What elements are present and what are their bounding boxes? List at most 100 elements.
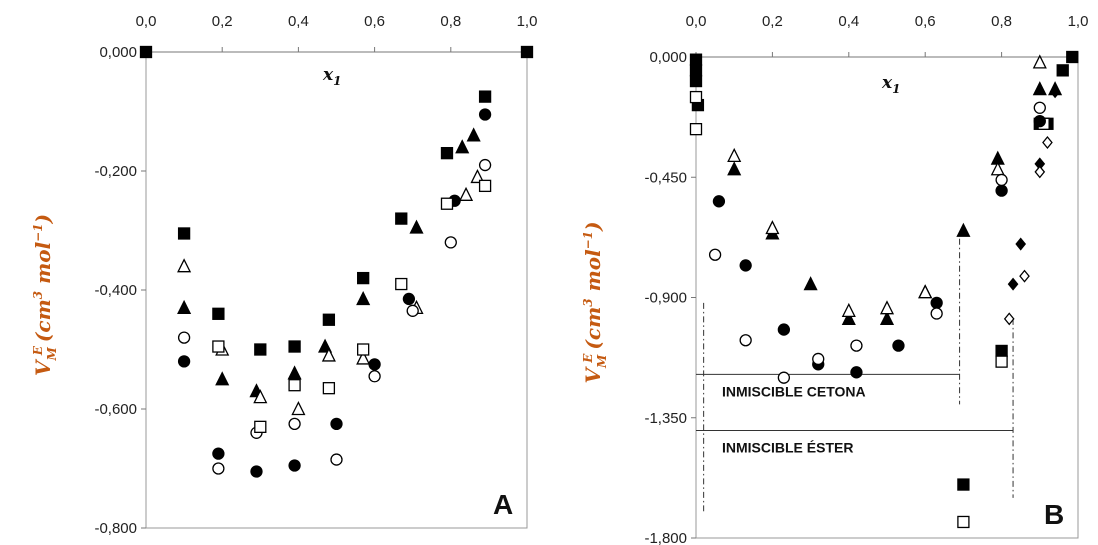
x-axis-label: x1	[881, 73, 901, 96]
chart-a: 0,0 0,2 0,4 0,6 0,8 1,0 0,000 -0,200 -0,400 -0,60…	[31, 13, 537, 537]
y-axis-label: VME (cm3 mol−1)	[31, 214, 59, 376]
data-point-circle-open	[368, 370, 381, 383]
data-point-diamond-filled	[1007, 277, 1019, 291]
data-point-triangle-filled	[287, 365, 302, 380]
annotation-text: INMISCIBLE CETONA	[722, 383, 866, 399]
y-axis-label-part: mol	[581, 249, 605, 298]
x-axis-label-sub: 1	[892, 82, 900, 96]
data-point-square-open	[254, 420, 267, 434]
data-point-square-filled	[1056, 64, 1069, 77]
data-point-circle-filled	[368, 358, 381, 371]
x-tick-label: 0,6	[364, 13, 385, 30]
data-point-circle-open	[995, 173, 1008, 187]
data-point-circle-filled	[212, 447, 225, 460]
data-point-circle-filled	[288, 459, 301, 472]
data-point-circle-filled	[330, 417, 343, 431]
data-point-square-filled	[212, 307, 225, 320]
data-point-circle-open	[406, 304, 419, 317]
data-point-circle-open	[330, 453, 343, 466]
y-axis-label-part: E	[581, 353, 595, 364]
data-point-square-open	[957, 515, 970, 529]
data-point-triangle-filled	[455, 139, 470, 154]
x-axis-label: x1	[322, 65, 342, 88]
data-point-square-open	[322, 382, 336, 395]
y-axis-label-part: M	[595, 354, 609, 369]
data-point-square-filled	[689, 64, 703, 77]
data-point-triangle-open	[291, 401, 306, 416]
annotation-text: INMISCIBLE ÉSTER	[722, 439, 853, 455]
data-point-triangle-filled	[727, 161, 742, 176]
data-point-square-filled	[689, 53, 703, 66]
y-tick-label: 0,000	[99, 44, 137, 61]
data-point-circle-open	[708, 248, 722, 261]
data-point-square-open	[212, 340, 225, 353]
data-point-square-filled	[395, 212, 408, 225]
y-tick-label: -0,600	[94, 401, 137, 418]
data-point-square-filled	[357, 271, 370, 285]
x-tick-label: 0,6	[915, 13, 936, 30]
data-point-circle-open	[288, 417, 301, 431]
data-point-square-filled	[689, 74, 703, 88]
y-axis-label-part: V	[31, 358, 55, 376]
data-point-triangle-filled	[879, 310, 895, 326]
x-tick-label: 0,8	[991, 13, 1012, 30]
y-axis-label-part: V	[581, 366, 605, 384]
data-point-circle-open	[777, 371, 791, 384]
x-tick-label: 0,0	[686, 13, 707, 30]
data-point-diamond-open	[1042, 135, 1053, 150]
y-axis-label-part: −1	[581, 231, 595, 249]
data-point-circle-filled	[850, 366, 863, 379]
y-axis-label-part: )	[31, 214, 55, 224]
data-point-circle-open	[177, 331, 191, 344]
data-point-circle-open	[850, 339, 863, 352]
x-tick-label: 0,2	[212, 13, 233, 30]
data-point-triangle-filled	[1032, 81, 1047, 96]
data-point-square-filled	[995, 344, 1008, 358]
data-point-triangle-filled	[803, 276, 818, 291]
data-point-diamond-open	[1034, 165, 1046, 179]
data-point-triangle-open	[1032, 54, 1047, 69]
data-point-triangle-open	[470, 168, 485, 184]
x-tick-label: 0,8	[440, 13, 461, 30]
data-point-circle-filled	[1033, 114, 1046, 128]
x-tick-label: 0,4	[288, 13, 309, 30]
y-axis-label-part: 3	[31, 291, 45, 299]
data-point-square-open	[440, 197, 454, 210]
data-point-triangle-filled	[318, 338, 333, 353]
y-tick-label: -0,450	[644, 169, 687, 186]
data-point-circle-open	[812, 352, 825, 366]
x-axis-label-main: x	[322, 65, 334, 85]
y-axis-label-part: −1	[31, 223, 45, 241]
x-tick-label: 1,0	[1068, 13, 1089, 30]
data-point-square-open	[357, 343, 370, 356]
data-point-triangle-open	[918, 284, 933, 299]
data-point-triangle-filled	[466, 127, 481, 142]
data-point-circle-filled	[930, 296, 943, 309]
data-point-triangle-open	[841, 302, 856, 318]
data-point-diamond-filled	[1015, 237, 1027, 251]
data-point-circle-filled	[995, 184, 1008, 197]
data-point-triangle-open	[177, 258, 192, 273]
data-point-square-filled	[288, 340, 301, 353]
y-tick-label: -0,800	[94, 520, 137, 537]
data-point-triangle-filled	[409, 219, 424, 234]
y-tick-label: -1,350	[644, 410, 687, 427]
y-tick-label: -0,900	[644, 290, 687, 307]
data-point-triangle-filled	[841, 310, 856, 326]
data-point-square-filled	[520, 45, 534, 59]
data-point-triangle-filled	[356, 290, 371, 306]
y-axis-label-part: )	[581, 221, 605, 231]
data-point-triangle-open	[879, 300, 895, 315]
data-point-triangle-filled	[956, 222, 971, 237]
data-point-diamond-open	[1003, 312, 1015, 326]
data-point-triangle-filled	[177, 299, 192, 315]
data-point-square-open	[478, 179, 492, 193]
y-axis-label: VME (cm3 mol−1)	[581, 221, 609, 383]
data-point-diamond-filled	[1049, 85, 1061, 99]
y-axis-label-part: mol	[31, 241, 55, 290]
y-axis-label-part: E	[31, 345, 45, 356]
data-point-circle-filled	[478, 108, 492, 121]
data-point-triangle-open	[458, 186, 474, 201]
y-axis-label-part: M	[45, 347, 59, 362]
data-point-circle-open	[212, 462, 225, 475]
